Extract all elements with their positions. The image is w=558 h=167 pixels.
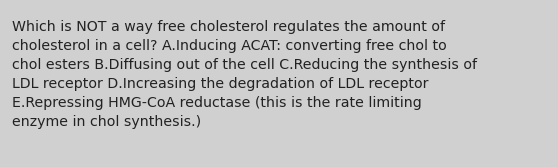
Text: Which is NOT a way free cholesterol regulates the amount of
cholesterol in a cel: Which is NOT a way free cholesterol regu… <box>12 20 477 129</box>
